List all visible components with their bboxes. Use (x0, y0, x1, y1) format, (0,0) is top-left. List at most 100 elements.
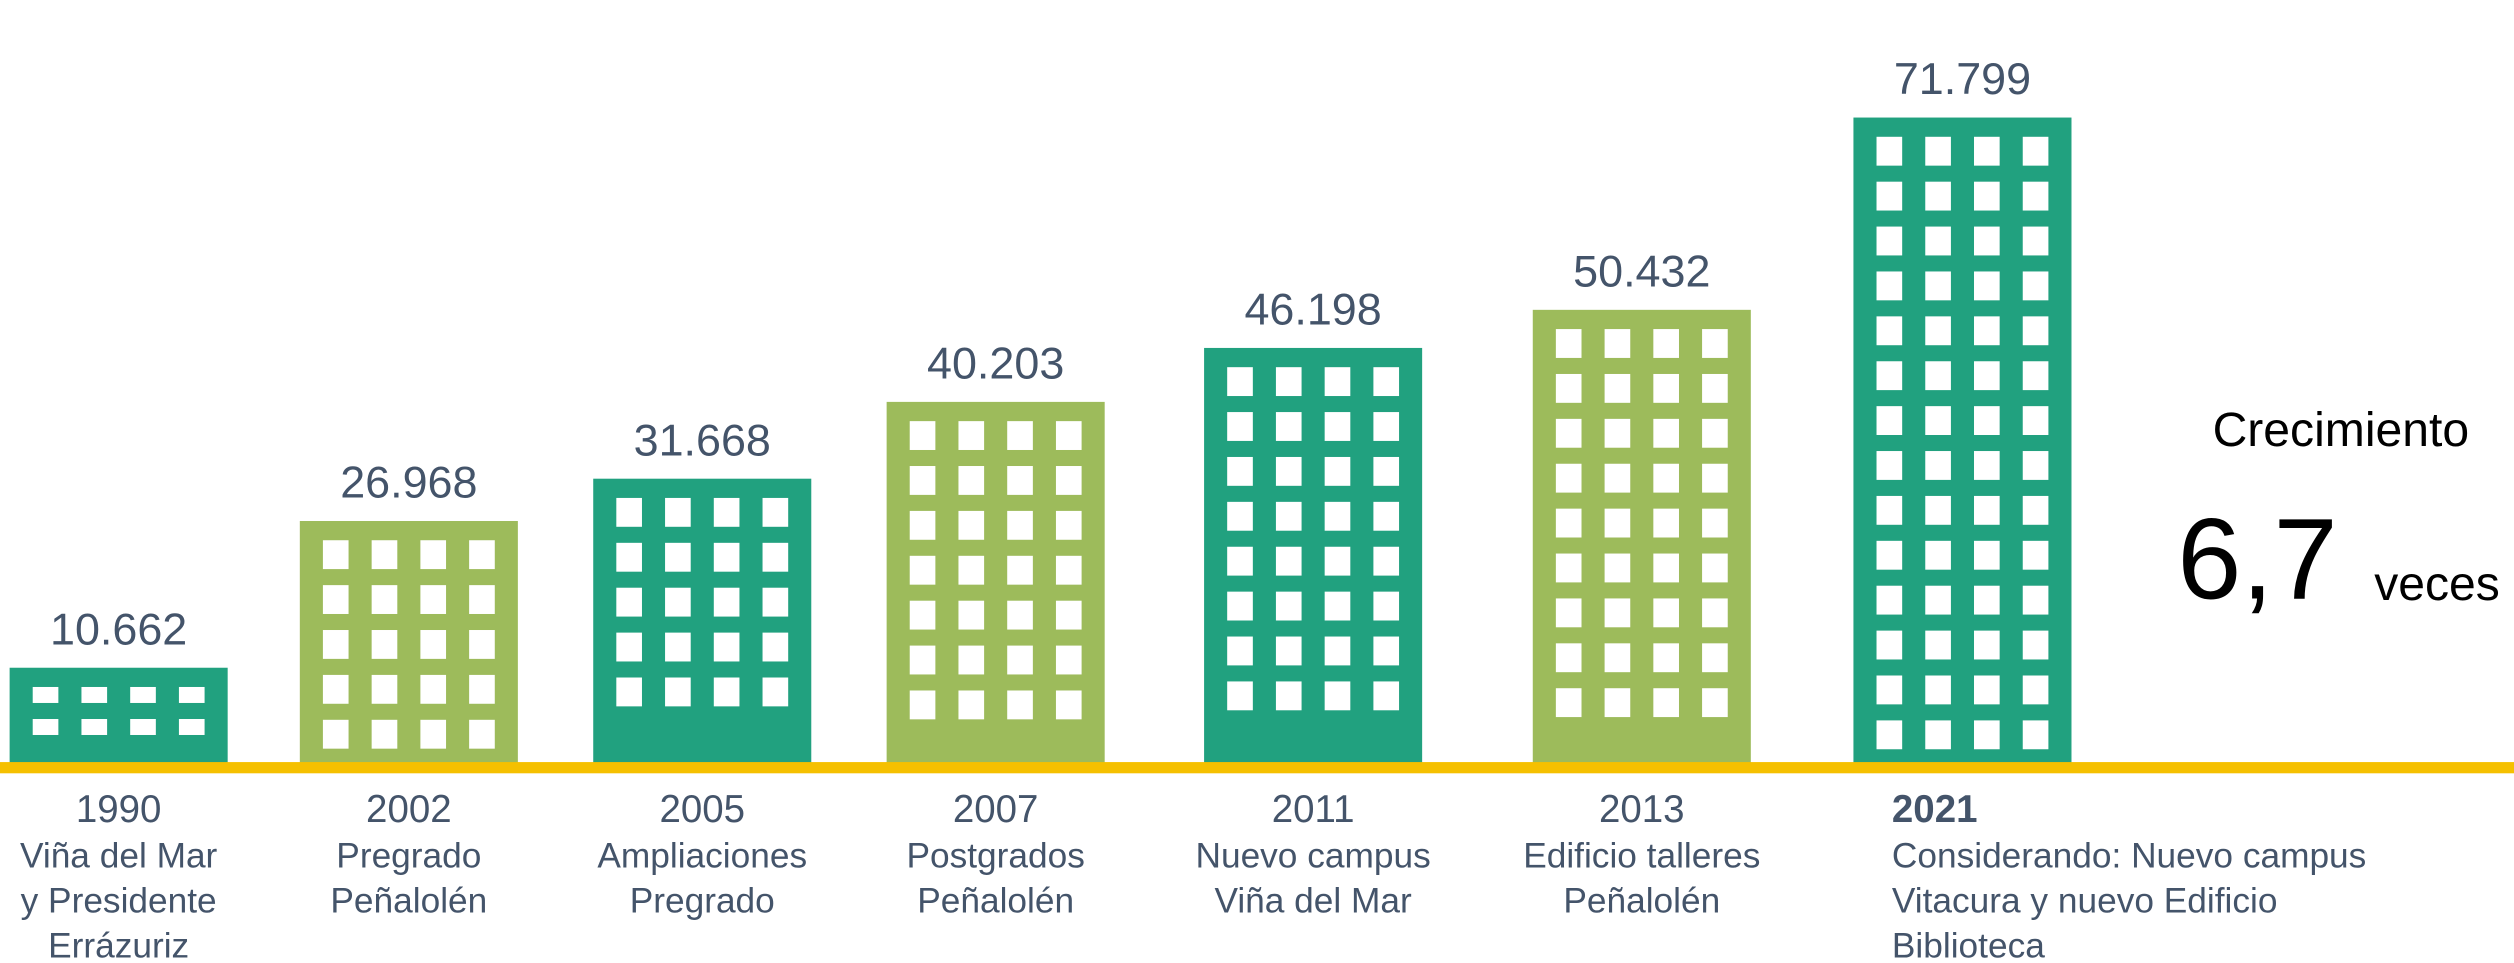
window (420, 585, 446, 614)
window (1227, 367, 1253, 396)
window (1925, 137, 1951, 166)
window (1373, 502, 1399, 531)
value-label: 71.799 (1894, 53, 2031, 104)
window (1877, 361, 1903, 390)
window (910, 556, 936, 585)
chart: Crecimiento 6,7 veces 10.6621990Viña del… (0, 0, 2514, 963)
window (1276, 367, 1302, 396)
window (1974, 406, 2000, 435)
window (1556, 329, 1582, 358)
window (1056, 421, 1082, 450)
window (1556, 554, 1582, 583)
window (1877, 676, 1903, 705)
window (1974, 720, 2000, 749)
window (1373, 681, 1399, 710)
window (1877, 227, 1903, 256)
window (1925, 720, 1951, 749)
description: y Presidente (21, 881, 217, 920)
window (1007, 690, 1033, 719)
window (1702, 329, 1728, 358)
window (1325, 637, 1351, 666)
window (763, 588, 789, 617)
window (179, 687, 205, 703)
window (665, 678, 691, 707)
value-label: 40.203 (927, 337, 1064, 388)
window (1556, 374, 1582, 403)
description: Peñalolén (330, 881, 487, 920)
window (1877, 631, 1903, 660)
window (958, 646, 984, 675)
window (1653, 509, 1679, 538)
window (1877, 182, 1903, 211)
window (1007, 601, 1033, 630)
window (1877, 720, 1903, 749)
window (1556, 509, 1582, 538)
value-label: 31.668 (634, 414, 771, 465)
window (714, 498, 740, 527)
window (469, 675, 495, 704)
description: Considerando: Nuevo campus (1892, 837, 2366, 876)
window (1653, 643, 1679, 672)
window (469, 630, 495, 659)
window (323, 675, 349, 704)
window (763, 498, 789, 527)
window (958, 690, 984, 719)
window (910, 646, 936, 675)
window (2023, 406, 2049, 435)
description: Peñalolén (917, 881, 1074, 920)
window (1325, 367, 1351, 396)
window (469, 540, 495, 569)
window (1974, 676, 2000, 705)
window (1605, 688, 1631, 717)
window (1605, 329, 1631, 358)
window (1653, 374, 1679, 403)
window (1925, 586, 1951, 615)
description: Pregrado (630, 881, 775, 920)
window (1974, 496, 2000, 525)
window (2023, 451, 2049, 480)
window (1007, 556, 1033, 585)
window (1373, 412, 1399, 441)
window (1605, 643, 1631, 672)
window (1653, 598, 1679, 627)
description: Viña del Mar (1214, 881, 1412, 920)
window (1227, 681, 1253, 710)
window (1325, 592, 1351, 621)
description: Ampliaciones (597, 837, 807, 876)
window (1925, 227, 1951, 256)
window (1702, 374, 1728, 403)
window (2023, 361, 2049, 390)
window (1325, 547, 1351, 576)
building (1853, 118, 2071, 764)
description: Errázuriz (48, 926, 189, 963)
window (1605, 598, 1631, 627)
window (1974, 182, 2000, 211)
window (1605, 464, 1631, 493)
window (1325, 412, 1351, 441)
window (323, 630, 349, 659)
description: Viña del Mar (20, 837, 218, 876)
window (1373, 367, 1399, 396)
window (1925, 182, 1951, 211)
description: Biblioteca (1892, 926, 2045, 963)
window (1877, 451, 1903, 480)
window (372, 630, 398, 659)
window (1877, 406, 1903, 435)
window (958, 466, 984, 495)
window (323, 540, 349, 569)
window (1605, 374, 1631, 403)
window (1702, 643, 1728, 672)
description: Postgrados (906, 837, 1084, 876)
window (2023, 496, 2049, 525)
window (1702, 419, 1728, 448)
window (1056, 556, 1082, 585)
window (1056, 601, 1082, 630)
window (323, 720, 349, 749)
description: Vitacura y nuevo Edificio (1892, 881, 2278, 920)
year-label: 2007 (953, 788, 1039, 831)
window (910, 690, 936, 719)
window (1227, 637, 1253, 666)
window (420, 675, 446, 704)
window (714, 588, 740, 617)
window (1702, 598, 1728, 627)
